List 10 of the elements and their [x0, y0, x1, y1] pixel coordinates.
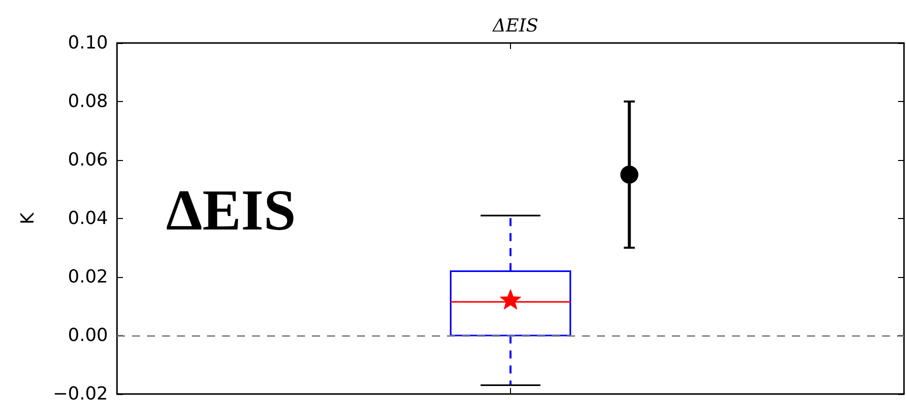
y-tick-label: −0.02	[52, 384, 108, 403]
y-tick-label: 0.00	[68, 325, 108, 346]
y-axis-title: K	[18, 211, 38, 224]
y-tick-label: 0.04	[68, 208, 108, 229]
annotation: ΔEIS	[166, 178, 296, 242]
y-tick-label: 0.06	[68, 150, 108, 170]
y-tick-label: 0.02	[68, 266, 108, 288]
y-tick-label: 0.08	[68, 91, 108, 112]
y-tick-label: 0.10	[68, 32, 108, 54]
chart-title: ΔEIS	[492, 16, 538, 36]
